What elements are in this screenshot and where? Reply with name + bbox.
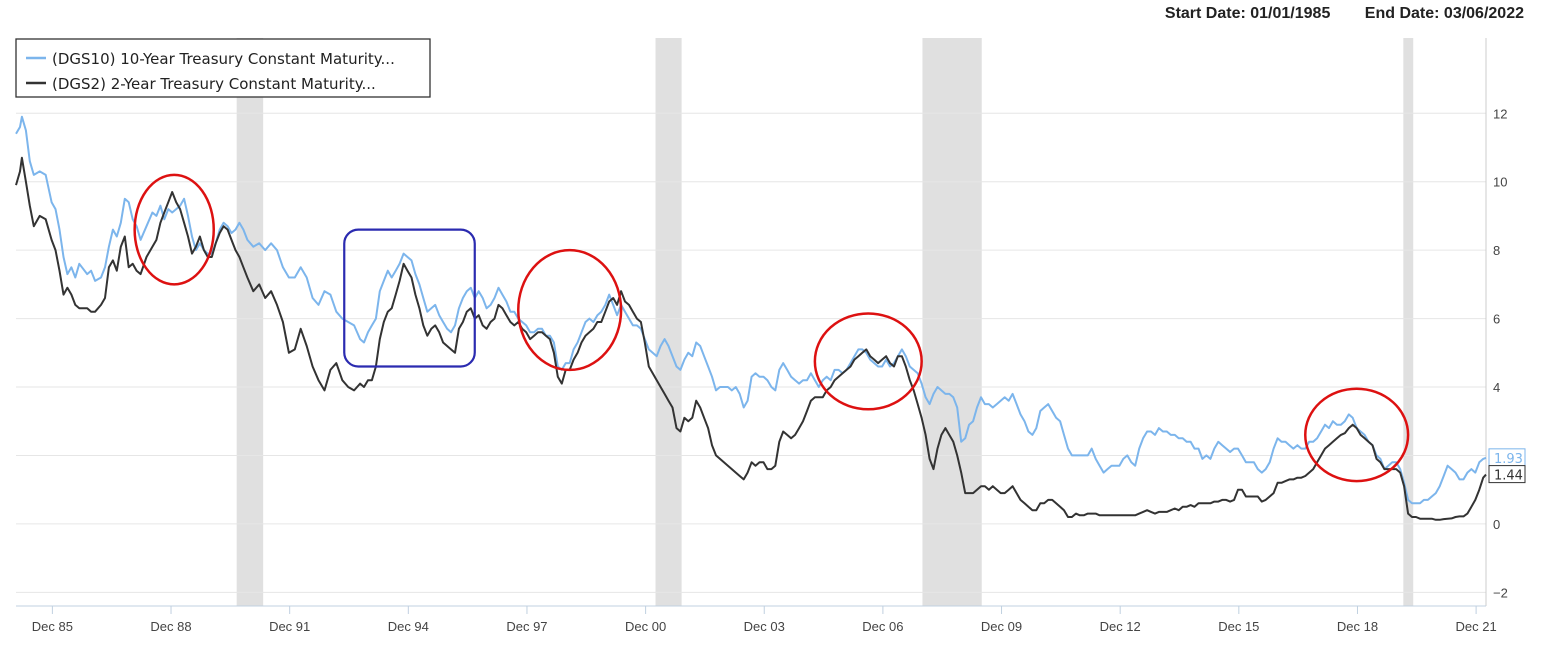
legend-box bbox=[15, 38, 431, 98]
x-tick-label: Dec 03 bbox=[744, 619, 785, 634]
y-tick-label: 12 bbox=[1493, 106, 1507, 121]
legend-label-dgs2: (DGS2) 2-Year Treasury Constant Maturity… bbox=[52, 75, 376, 93]
annotations bbox=[133, 173, 1410, 483]
x-tick-label: Dec 85 bbox=[32, 619, 73, 634]
x-tick-label: Dec 94 bbox=[388, 619, 429, 634]
x-tick-label: Dec 00 bbox=[625, 619, 666, 634]
end-date-label: End Date: 03/06/2022 bbox=[1364, 5, 1524, 22]
dgs2-last-flag: 1.44 bbox=[1488, 465, 1526, 484]
recession-band-1 bbox=[655, 38, 682, 606]
red-circle-annotation-3 bbox=[1304, 387, 1410, 483]
x-tick-label: Dec 12 bbox=[1100, 619, 1141, 634]
x-tick-label: Dec 97 bbox=[506, 619, 547, 634]
series-lines bbox=[15, 115, 1487, 521]
x-axis: Dec 85 Dec 88 Dec 91 Dec 94 Dec 97 Dec 00 Dec … bbox=[16, 605, 1497, 634]
dgs10-last-value: 1.93 bbox=[1494, 452, 1523, 467]
x-tick-label: Dec 15 bbox=[1218, 619, 1259, 634]
x-tick-label: Dec 21 bbox=[1456, 619, 1497, 634]
x-tick-label: Dec 91 bbox=[269, 619, 310, 634]
red-circle-annotation-0 bbox=[133, 173, 215, 286]
x-tick-label: Dec 09 bbox=[981, 619, 1022, 634]
dgs2-last-value: 1.44 bbox=[1494, 469, 1523, 484]
y-tick-label: 6 bbox=[1493, 312, 1500, 327]
dgs2-line bbox=[15, 156, 1487, 521]
y-axis: 12 10 8 6 4 0 −2 bbox=[1485, 38, 1508, 606]
x-tick-label: Dec 88 bbox=[150, 619, 191, 634]
blue-box-annotation bbox=[343, 228, 476, 368]
recession-band-2 bbox=[922, 38, 982, 606]
x-tick-label: Dec 06 bbox=[862, 619, 903, 634]
recession-bands bbox=[236, 38, 1414, 606]
y-tick-label: 10 bbox=[1493, 175, 1507, 190]
legend[interactable]: (DGS10) 10-Year Treasury Constant Maturi… bbox=[15, 38, 431, 98]
y-tick-label: −2 bbox=[1493, 585, 1508, 600]
x-tick-label: Dec 18 bbox=[1337, 619, 1378, 634]
red-circle-annotation-1 bbox=[517, 248, 623, 372]
dgs10-last-flag: 1.93 bbox=[1488, 448, 1526, 467]
y-tick-label: 8 bbox=[1493, 243, 1500, 258]
y-tick-label: 4 bbox=[1493, 380, 1500, 395]
legend-item-dgs2[interactable]: (DGS2) 2-Year Treasury Constant Maturity… bbox=[26, 75, 376, 93]
y-tick-label: 0 bbox=[1493, 517, 1500, 532]
recession-band-0 bbox=[236, 38, 264, 606]
dgs10-line bbox=[15, 115, 1487, 505]
legend-item-dgs10[interactable]: (DGS10) 10-Year Treasury Constant Maturi… bbox=[26, 50, 395, 68]
red-circle-annotation-2 bbox=[813, 312, 923, 411]
start-date-label: Start Date: 01/01/1985 bbox=[1164, 5, 1331, 22]
recession-band-3 bbox=[1403, 38, 1414, 606]
grid-lines bbox=[16, 112, 1486, 593]
legend-label-dgs10: (DGS10) 10-Year Treasury Constant Maturi… bbox=[52, 50, 395, 68]
last-value-flags: 1.93 1.44 bbox=[1488, 448, 1526, 484]
date-range-header: Start Date: 01/01/1985 End Date: 03/06/2… bbox=[1135, 5, 1524, 23]
